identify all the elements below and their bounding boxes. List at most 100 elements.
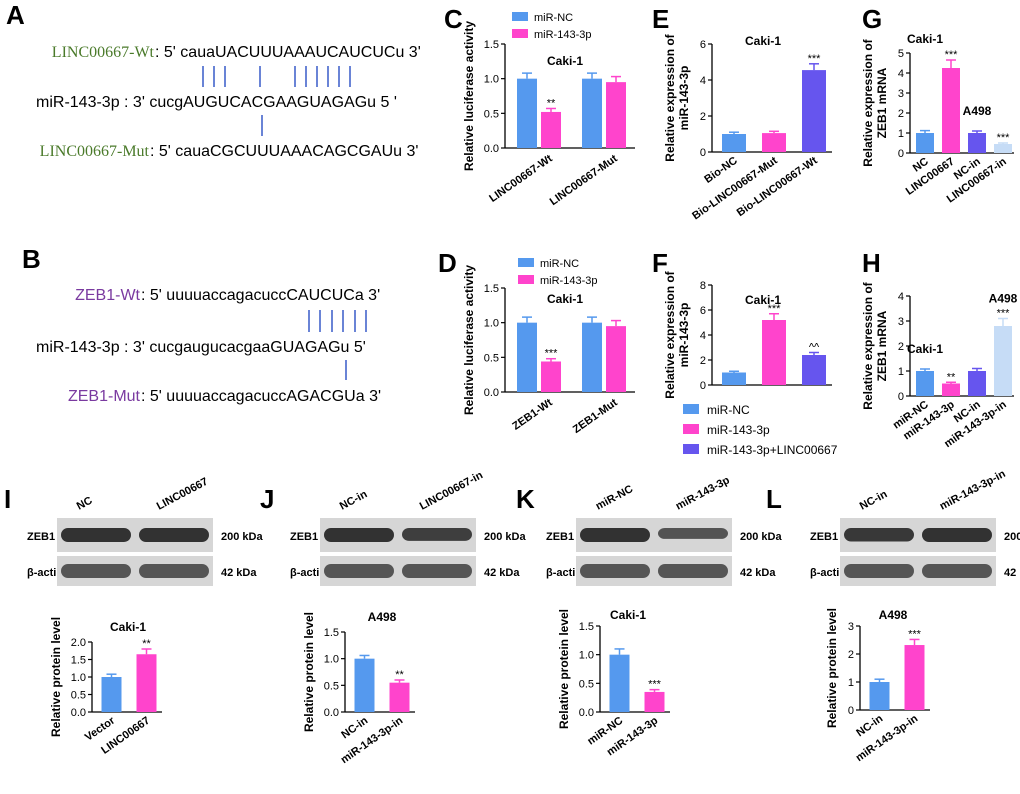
- lane-label: NC-in: [858, 488, 890, 512]
- bar: [968, 133, 986, 153]
- blot-row-label: ZEB1: [290, 531, 318, 543]
- bar: [609, 654, 630, 712]
- x-tick-label: LINC00667-Wt: [487, 152, 555, 204]
- panel-letter-c: C: [444, 4, 463, 34]
- y-tick-label: 0.5: [324, 680, 339, 692]
- y-tick-label: 1.0: [484, 318, 499, 330]
- y-axis-label: Relative protein level: [49, 617, 63, 737]
- panel-letter-a: A: [6, 0, 25, 30]
- y-tick-label: 2: [898, 108, 904, 120]
- y-tick-label: 1: [848, 677, 854, 689]
- significance-label: ***: [945, 49, 959, 61]
- bar: [101, 677, 122, 712]
- protein-band-target: [61, 528, 131, 542]
- bar: [541, 361, 561, 392]
- western-blot-k: miR-NC miR-143-3p ZEB1 β-actin 200 kDa 42 kDa: [546, 474, 782, 586]
- chart-title: Caki-1: [547, 54, 583, 68]
- y-axis-label: Relative expression of: [861, 281, 875, 409]
- y-tick-label: 3: [898, 88, 904, 100]
- chart-title: Caki-1: [110, 620, 146, 634]
- y-axis-label: Relative expression of: [861, 38, 875, 166]
- protein-band-actin: [139, 564, 209, 578]
- bar: [136, 654, 157, 712]
- lane-label: miR-143-3p-in: [938, 468, 1008, 513]
- y-tick-label: 6: [700, 39, 706, 51]
- zeb1-wt-name: ZEB1-Wt: [75, 287, 140, 304]
- lane-label: miR-143-3p: [674, 474, 732, 513]
- panel-letter-b: B: [22, 244, 41, 274]
- match-lines-a: [202, 66, 351, 87]
- bar: [942, 68, 960, 153]
- significance-label: ***: [908, 628, 922, 640]
- y-tick-label: 1: [898, 128, 904, 140]
- legend-label: miR-143-3p+LINC00667: [707, 443, 838, 457]
- bar: [916, 133, 934, 153]
- y-tick-label: 1.0: [324, 654, 339, 666]
- x-tick-label: miR-143-3p-in: [854, 712, 921, 764]
- chart-i-protein: 0.0 0.5 1.0 1.5 2.0 Relative protein level Cak…: [49, 617, 162, 757]
- y-tick-label: 0.0: [484, 387, 499, 399]
- y-tick-label: 4: [898, 68, 904, 80]
- y-tick-label: 0.0: [71, 707, 86, 719]
- y-tick-label: 1: [898, 366, 904, 378]
- y-tick-label: 0.0: [324, 707, 339, 719]
- blot-row-label: β-actin: [546, 567, 582, 579]
- zeb1-mut-name: ZEB1-Mut: [68, 388, 141, 405]
- bar: [762, 320, 786, 385]
- legend-label: miR-NC: [540, 258, 579, 270]
- chart-title: A498: [879, 608, 908, 622]
- bar: [762, 133, 786, 152]
- y-tick-label: 1.0: [71, 672, 86, 684]
- y-axis-label: ZEB1 mRNA: [875, 310, 889, 381]
- y-tick-label: 3: [898, 316, 904, 328]
- bar: [722, 134, 746, 152]
- legend-label: miR-143-3p: [540, 275, 597, 287]
- protein-band-target: [844, 528, 914, 542]
- bar: [942, 383, 960, 396]
- blot-row-label: β-actin: [27, 567, 63, 579]
- y-tick-label: 0.0: [579, 707, 594, 719]
- bar: [994, 144, 1012, 153]
- bar: [644, 691, 665, 712]
- panel-letter-h: H: [862, 248, 881, 278]
- y-tick-label: 2: [898, 341, 904, 353]
- protein-band-actin: [402, 564, 472, 578]
- protein-band-actin: [658, 564, 728, 578]
- blot-kda-label: 42 kDa: [1004, 567, 1020, 579]
- significance-label: ***: [997, 308, 1011, 320]
- y-tick-label: 1.0: [484, 74, 499, 86]
- chart-title: Caki-1: [745, 293, 781, 307]
- match-lines-b: [308, 310, 367, 332]
- lane-label: miR-NC: [594, 483, 635, 513]
- x-tick-label: ZEB1-Wt: [510, 396, 555, 432]
- legend-swatch: [683, 424, 699, 434]
- bar: [606, 82, 626, 148]
- legend-label: miR-143-3p: [707, 423, 770, 437]
- group-label: A498: [963, 104, 992, 118]
- bar: [582, 322, 602, 392]
- linc-mut-name: LINC00667-Mut: [40, 143, 150, 160]
- blot-row-label: ZEB1: [546, 531, 574, 543]
- blot-kda-label: 42 kDa: [740, 567, 776, 579]
- x-tick-label: LINC00667: [904, 156, 957, 198]
- significance-label: ***: [545, 348, 559, 360]
- y-axis-label: Relative luciferase activity: [462, 265, 476, 415]
- y-tick-label: 2: [700, 355, 706, 367]
- linc-wt-name: LINC00667-Wt: [52, 44, 155, 61]
- legend-label: miR-NC: [707, 403, 750, 417]
- legend-swatch: [512, 29, 528, 38]
- y-axis-label: miR-143-3p: [677, 66, 691, 131]
- western-blot-i: NC LINC00667 ZEB1 β-actin 200 kDa 42 kDa: [27, 476, 263, 586]
- y-axis-label: Relative protein level: [557, 609, 571, 729]
- bar: [722, 372, 746, 385]
- panel-b-sequences: ZEB1-Wt : 5' uuuuaccagacuccCAUCUCa 3' mi…: [36, 287, 381, 405]
- y-axis-label: Relative luciferase activity: [462, 21, 476, 171]
- legend-swatch: [518, 258, 534, 267]
- y-axis-label: Relative expression of: [663, 33, 677, 161]
- panel-letter-k: K: [516, 484, 535, 514]
- blot-kda-label: 200 kDa: [1004, 531, 1020, 543]
- protein-band-target: [139, 528, 209, 542]
